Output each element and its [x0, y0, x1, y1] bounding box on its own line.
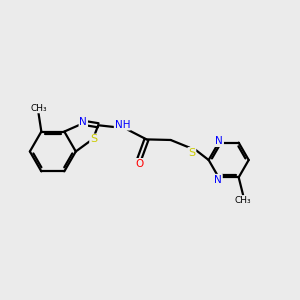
- Text: NH: NH: [115, 120, 130, 130]
- Text: O: O: [135, 159, 143, 169]
- Text: S: S: [90, 134, 97, 144]
- Text: CH₃: CH₃: [235, 196, 251, 205]
- Text: S: S: [188, 148, 195, 158]
- Text: N: N: [80, 117, 87, 127]
- Text: N: N: [215, 136, 223, 146]
- Text: N: N: [214, 175, 222, 185]
- Text: CH₃: CH₃: [30, 103, 47, 112]
